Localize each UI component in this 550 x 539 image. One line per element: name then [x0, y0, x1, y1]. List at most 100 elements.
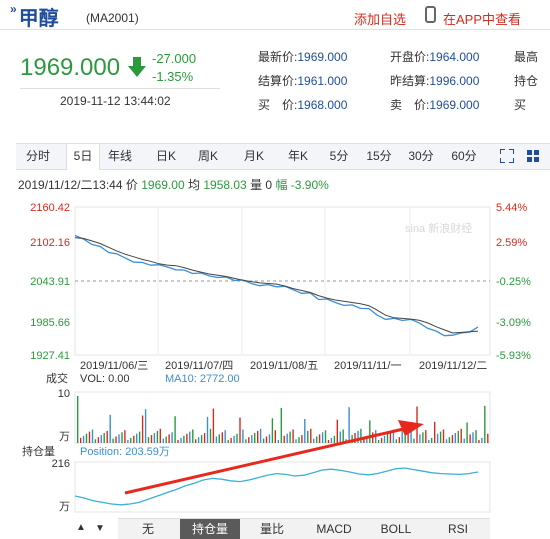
position-tick: 万 — [59, 501, 70, 513]
indicator-tab[interactable]: 量比 — [259, 522, 284, 536]
volume-bar — [463, 438, 465, 443]
volume-bar — [283, 435, 285, 443]
volume-bar — [369, 420, 371, 443]
period-tab[interactable]: 5分 — [329, 149, 349, 163]
quote-field-label: 昨结算: — [390, 74, 430, 88]
price-change: -27.000 -1.35% — [152, 50, 196, 86]
indicator-tabs: 无 持仓量 量比 MACD BOLL RSI — [118, 518, 490, 539]
volume-bar — [85, 433, 88, 443]
period-tab[interactable]: 年线 — [107, 149, 132, 163]
volume-bar — [401, 421, 403, 443]
volume-bar — [189, 431, 191, 443]
y-axis-right-label: -0.25% — [496, 276, 531, 288]
volume-bar — [475, 430, 477, 443]
settings-icon[interactable] — [526, 149, 540, 163]
volume-bar — [333, 435, 336, 443]
position-value: Position: 203.59万 — [80, 446, 170, 458]
volume-bar — [257, 430, 259, 443]
volume-bar — [271, 418, 274, 443]
position-tick: 216 — [52, 458, 70, 470]
volume-bar — [407, 430, 409, 443]
period-tab[interactable]: 15分 — [366, 149, 392, 163]
volume-bar — [404, 433, 406, 443]
volume-bar — [395, 439, 397, 443]
volume-bar — [186, 433, 188, 443]
indicator-tab[interactable]: 无 — [141, 522, 154, 536]
quote-field-value: 1996.000 — [429, 74, 480, 88]
position-line — [74, 467, 479, 506]
volume-bar — [454, 433, 456, 443]
volume-bar — [466, 422, 468, 443]
volume-bar — [289, 431, 291, 443]
volume-bar — [77, 396, 79, 443]
indicator-tab[interactable]: BOLL — [380, 522, 412, 536]
quote-field-label: 持仓 — [514, 74, 539, 88]
volume-bar — [327, 440, 330, 443]
instrument-code: (MA2001) — [86, 11, 139, 25]
period-tab[interactable]: 周K — [197, 149, 218, 163]
volume-bar — [351, 435, 353, 443]
scroll-up-button[interactable]: ▲ — [76, 522, 86, 533]
volume-bar — [339, 431, 341, 443]
period-tab[interactable]: 5日 — [66, 144, 100, 170]
add-watchlist-link[interactable]: 添加自选 — [354, 12, 407, 27]
volume-bar — [318, 434, 321, 443]
volume-bar — [115, 436, 117, 443]
volume-bar — [481, 437, 483, 443]
period-tab[interactable]: 月K — [243, 149, 264, 163]
volume-bar — [218, 434, 220, 443]
info-avg-label: 均 — [187, 178, 200, 192]
volume-bar — [307, 430, 309, 443]
period-tab[interactable]: 分时 — [25, 149, 50, 163]
volume-bar — [442, 429, 445, 443]
volume-bar — [183, 435, 185, 443]
info-price-label: 价 — [125, 178, 138, 192]
volume-bar — [439, 431, 442, 443]
volume-bar — [313, 438, 315, 443]
volume-bar — [354, 433, 356, 443]
volume-bar — [103, 433, 105, 443]
period-tab[interactable]: 年K — [287, 149, 308, 163]
quote-field: 最新价:1969.000 — [258, 48, 347, 65]
volume-bar — [363, 438, 365, 443]
cursor-info: 2019/11/12/二13:44 价 1969.00 均 1958.03 量 … — [18, 176, 329, 193]
volume-bar — [425, 430, 427, 443]
x-axis-date-label: 2019/11/12/二 — [419, 360, 487, 372]
volume-ma10: MA10: 2772.00 — [165, 373, 240, 385]
period-tab[interactable]: 30分 — [408, 149, 434, 163]
quote-field: 最高 — [514, 48, 538, 65]
volume-bar — [383, 435, 386, 443]
volume-bar — [428, 440, 430, 443]
period-tab[interactable]: 60分 — [451, 149, 477, 163]
volume-bar — [177, 440, 179, 443]
volume-bar — [242, 429, 244, 443]
volume-bar — [484, 405, 486, 443]
volume-bar — [195, 439, 197, 443]
volume-bar — [168, 434, 170, 443]
volume-bar — [153, 433, 156, 443]
volume-bar — [316, 436, 318, 443]
volume-bar — [380, 437, 383, 443]
volume-bar — [221, 432, 223, 443]
x-axis-date-label: 2019/11/08/五 — [250, 360, 318, 372]
volume-bar — [389, 431, 392, 443]
info-avg: 1958.03 — [203, 178, 247, 192]
x-axis-date-label: 2019/11/07/四 — [165, 360, 233, 372]
last-price: 1969.000 — [20, 54, 121, 81]
indicator-tab[interactable]: MACD — [316, 522, 352, 536]
quote-field-label: 最高 — [514, 50, 539, 64]
volume-bar — [321, 432, 324, 443]
volume-bar — [106, 430, 108, 443]
scroll-down-button[interactable]: ▼ — [95, 523, 105, 534]
volume-bar — [227, 440, 229, 443]
indicator-tab[interactable]: RSI — [447, 522, 468, 536]
header-divider — [0, 29, 550, 30]
view-in-app-link[interactable]: 在APP中查看 — [443, 12, 522, 27]
volume-bar — [109, 414, 111, 443]
volume-bar — [130, 437, 132, 443]
instrument-title: » 甲醇 — [10, 2, 59, 31]
indicator-tab[interactable]: 持仓量 — [180, 519, 240, 539]
period-tab[interactable]: 日K — [155, 149, 176, 163]
volume-bar — [398, 437, 400, 443]
